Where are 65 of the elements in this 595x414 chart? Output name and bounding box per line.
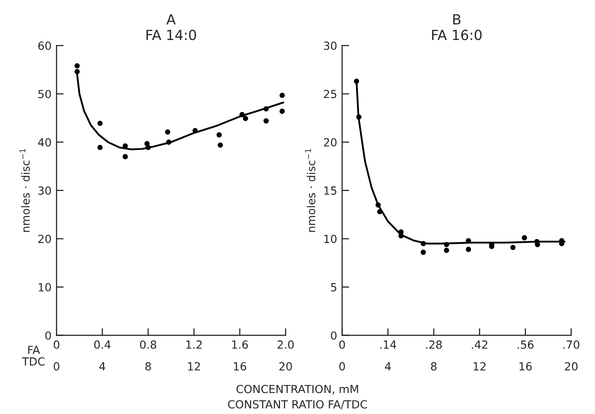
point <box>218 142 223 148</box>
x-tick-label: .14 <box>380 340 396 349</box>
x-tick-label: 0.4 <box>94 340 111 349</box>
point <box>97 144 103 150</box>
x2-tick-label: 8 <box>145 362 151 371</box>
y-tick-label: 60 <box>38 42 51 50</box>
chart-title: A <box>166 14 176 24</box>
x2-tick-label: 16 <box>520 362 532 371</box>
x2-tick-label: 4 <box>384 362 391 370</box>
y-tick-label: 0 <box>45 331 51 340</box>
x-tick-label: 1.2 <box>186 340 202 349</box>
x2-tick-label: 16 <box>234 362 246 371</box>
point <box>522 235 527 240</box>
y-tick-label: 30 <box>38 186 51 195</box>
x2-tick-label: 20 <box>564 362 578 371</box>
y-axis-title: nmoles · disc$^{−1}$ <box>20 149 30 232</box>
point <box>122 154 128 160</box>
point <box>280 108 285 114</box>
x2-tick-label: 12 <box>188 362 200 370</box>
x2-tick-label: 8 <box>430 362 437 371</box>
x2-tick-label: 0 <box>54 362 60 371</box>
x2-axis-title: TDC <box>22 357 45 366</box>
x-tick-label: .56 <box>518 340 534 349</box>
x-tick-label: 0 <box>54 340 60 349</box>
x-tick-label: 1.6 <box>232 340 248 349</box>
text: CONSTANT RATIO FA/TDC <box>228 400 367 410</box>
x2-tick-label: 20 <box>279 362 292 371</box>
chart-title: B <box>453 14 460 24</box>
point <box>280 92 285 98</box>
chart-subtitle: FA 16:0 <box>432 30 482 40</box>
point <box>97 120 103 126</box>
y-tick-label: 0 <box>330 331 337 340</box>
x-tick-label: 2.0 <box>278 340 294 349</box>
x2-tick-label: 12 <box>474 362 486 370</box>
text: CONCENTRATION, mM <box>236 384 358 394</box>
x-axis-title: FA <box>28 346 40 354</box>
x-tick-label: .70 <box>564 340 580 349</box>
y-tick-label: 50 <box>38 90 51 98</box>
y-tick-label: 20 <box>38 234 51 244</box>
y-tick-label: 15 <box>324 186 336 195</box>
y-tick-label: 25 <box>324 90 336 98</box>
y-tick-label: 30 <box>324 42 337 50</box>
point <box>444 248 450 253</box>
point <box>165 129 170 135</box>
x2-tick-label: 4 <box>99 362 106 370</box>
y-axis-title: nmoles · disc$^{−1}$ <box>305 149 316 232</box>
y-tick-label: 10 <box>324 234 337 244</box>
y-tick-label: 5 <box>331 283 336 292</box>
y-tick-label: 40 <box>38 138 51 147</box>
x2-tick-label: 0 <box>339 362 345 371</box>
point <box>466 246 472 252</box>
point <box>74 63 80 68</box>
point <box>242 116 248 122</box>
point <box>74 69 80 74</box>
y-tick-label: 10 <box>38 283 51 292</box>
x-tick-label: 0.8 <box>140 340 156 349</box>
point <box>510 244 516 250</box>
point <box>264 118 269 124</box>
y-tick-label: 20 <box>324 138 337 147</box>
point <box>216 132 222 138</box>
x-tick-label: 0 <box>339 340 345 349</box>
x-tick-label: .42 <box>472 340 488 349</box>
x-tick-label: .28 <box>426 340 442 349</box>
chart-subtitle: FA 14:0 <box>146 30 196 40</box>
point <box>420 250 426 255</box>
